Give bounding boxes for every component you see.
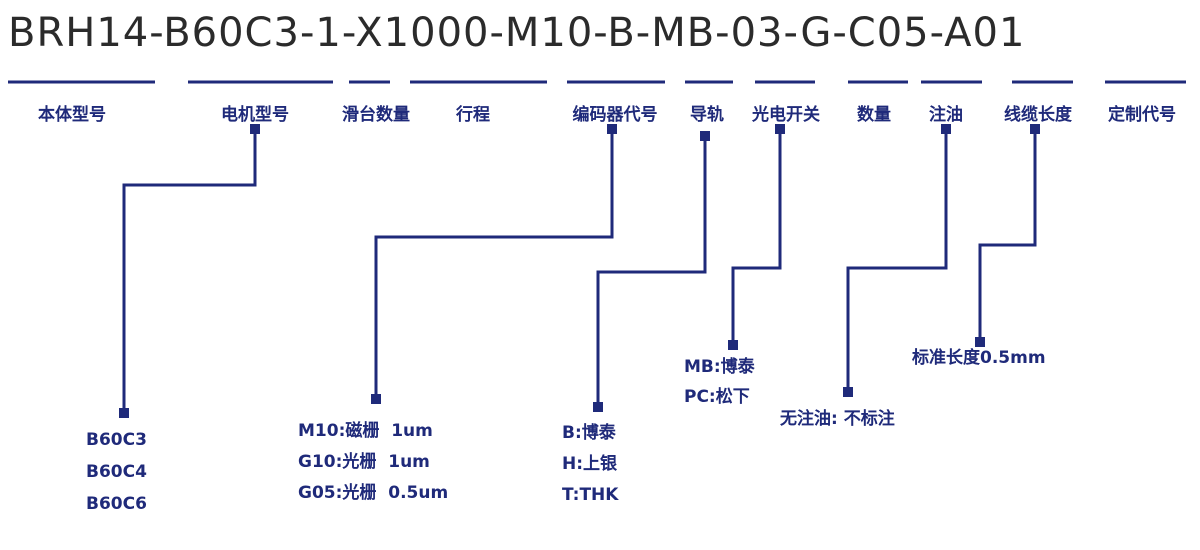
option: MB:博泰 — [684, 357, 755, 377]
option: B60C3 — [86, 430, 147, 450]
option: T:THK — [562, 485, 619, 505]
field-label: 编码器代号 — [572, 105, 658, 125]
option: B60C6 — [86, 494, 147, 514]
connector-dot — [371, 394, 381, 404]
connector-dot — [593, 402, 603, 412]
connector-dot — [119, 408, 129, 418]
field-label: 注油 — [929, 105, 963, 125]
option: H:上银 — [562, 454, 618, 474]
option: PC:松下 — [684, 387, 750, 407]
field-label: 行程 — [456, 105, 490, 125]
connector-rail — [596, 137, 707, 406]
field-label: 本体型号 — [38, 105, 106, 125]
option: 无注油: 不标注 — [780, 409, 895, 429]
option: B:博泰 — [562, 423, 616, 443]
connector-dot — [975, 337, 985, 347]
connector-cable — [978, 130, 1037, 341]
connector-dot — [843, 387, 853, 397]
connector-dot — [607, 124, 617, 134]
rail-options: B:博泰 H:上银 T:THK — [562, 418, 618, 511]
connector-dot — [250, 124, 260, 134]
cable-options: 标准长度0.5mm — [912, 342, 1046, 374]
field-label: 定制代号 — [1108, 105, 1176, 125]
motor-options: B60C3 B60C4 B60C6 — [86, 424, 147, 520]
option: 标准长度0.5mm — [912, 348, 1046, 368]
oil-options: 无注油: 不标注 — [780, 403, 895, 435]
encoder-options: M10:磁栅 1um G10:光栅 1um G05:光栅 0.5um — [298, 416, 448, 509]
field-label: 线缆长度 — [1004, 105, 1072, 125]
field-label: 数量 — [857, 105, 891, 125]
field-label: 滑台数量 — [342, 105, 410, 125]
connector-sensor — [731, 130, 782, 344]
field-label: 光电开关 — [752, 105, 820, 125]
option: G10:光栅 1um — [298, 452, 430, 472]
option: M10:磁栅 1um — [298, 421, 433, 441]
field-label: 电机型号 — [221, 105, 289, 125]
field-label: 导轨 — [690, 105, 724, 125]
connector-dot — [1030, 124, 1040, 134]
connector-dot — [728, 340, 738, 350]
connector-dot — [700, 131, 710, 141]
option: B60C4 — [86, 462, 147, 482]
option: G05:光栅 0.5um — [298, 483, 449, 503]
connector-dot — [941, 124, 951, 134]
connector-dot — [775, 124, 785, 134]
sensor-options: MB:博泰 PC:松下 — [684, 352, 755, 412]
connector-encoder — [374, 130, 614, 398]
connector-oil — [846, 130, 948, 391]
model-code: BRH14-B60C3-1-X1000-M10-B-MB-03-G-C05-A0… — [8, 10, 1026, 56]
connector-motor — [122, 130, 257, 412]
